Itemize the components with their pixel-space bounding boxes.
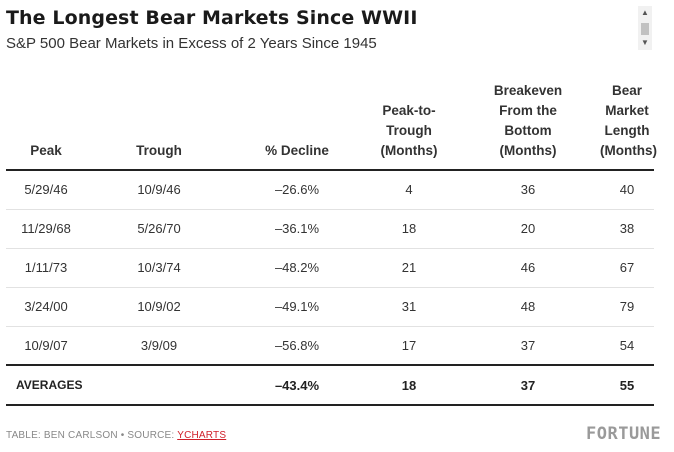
chart-title: The Longest Bear Markets Since WWII: [6, 7, 418, 29]
table-cell: 20: [456, 209, 600, 249]
table-cell: 17: [362, 326, 456, 366]
averages-row: AVERAGES –43.4% 18 37 55: [6, 364, 654, 406]
table-body: 5/29/46 10/9/46 –26.6% 4 36 40 11/29/68 5/26/70…: [6, 170, 654, 406]
table-cell: 46: [456, 248, 600, 288]
table-cell: 5/29/46: [6, 170, 86, 210]
fortune-logo: FORTUNE: [586, 424, 662, 444]
table-cell: –36.1%: [232, 209, 362, 249]
column-header-line: (Months): [600, 143, 657, 158]
column-header-line: Bottom: [504, 123, 552, 138]
averages-label: AVERAGES: [6, 364, 86, 406]
bear-markets-table: Peak Trough % Decline Peak-to- Trough (Months…: [6, 80, 657, 406]
header-row: Peak Trough % Decline Peak-to- Trough (Months…: [6, 80, 657, 171]
table-cell: 37: [456, 326, 600, 366]
column-header-0: Peak: [6, 80, 86, 171]
averages-cell: 55: [600, 364, 654, 406]
column-header-line: (Months): [380, 143, 438, 158]
footer-credit: TABLE: BEN CARLSON • SOURCE: YCHARTS: [6, 430, 226, 441]
table-row: 11/29/68 5/26/70 –36.1% 18 20 38: [6, 209, 654, 249]
averages-cell: 37: [456, 364, 600, 406]
table-cell: 3/9/09: [86, 326, 232, 366]
column-header-line: From the: [499, 103, 557, 118]
column-header-line: % Decline: [265, 143, 329, 158]
column-header-line: (Months): [499, 143, 557, 158]
column-header-line: Length: [604, 123, 650, 138]
table-cell: 40: [600, 170, 654, 210]
table-cell: –26.6%: [232, 170, 362, 210]
column-header-line: Peak-to-: [382, 103, 436, 118]
source-link[interactable]: YCHARTS: [177, 430, 227, 441]
scroll-up-icon[interactable]: ▲: [641, 8, 649, 17]
table-cell: 21: [362, 248, 456, 288]
table-cell: 11/29/68: [6, 209, 86, 249]
column-header-line: Breakeven: [493, 83, 563, 98]
table-row: 10/9/07 3/9/09 –56.8% 17 37 54: [6, 326, 654, 366]
table-cell: 48: [456, 287, 600, 327]
table-cell: 5/26/70: [86, 209, 232, 249]
scroll-down-icon[interactable]: ▼: [641, 38, 649, 47]
table-cell: 36: [456, 170, 600, 210]
table-row: 3/24/00 10/9/02 –49.1% 31 48 79: [6, 287, 654, 327]
column-header-1: Trough: [86, 80, 232, 171]
table-cell: –56.8%: [232, 326, 362, 366]
table-cell: –48.2%: [232, 248, 362, 288]
column-header-5: Bear Market Length (Months): [600, 80, 657, 171]
footer-prefix: TABLE: BEN CARLSON • SOURCE:: [6, 430, 178, 441]
table-cell: 18: [362, 209, 456, 249]
averages-cell: [86, 364, 232, 406]
table-cell: 10/3/74: [86, 248, 232, 288]
table-cell: 3/24/00: [6, 287, 86, 327]
table-cell: 1/11/73: [6, 248, 86, 288]
column-header-line: Peak: [30, 143, 62, 158]
table-cell: 38: [600, 209, 654, 249]
table-cell: 10/9/46: [86, 170, 232, 210]
table-cell: 54: [600, 326, 654, 366]
column-header-line: Trough: [386, 123, 432, 138]
chart-subtitle: S&P 500 Bear Markets in Excess of 2 Year…: [6, 35, 377, 52]
table-cell: 67: [600, 248, 654, 288]
table-row: 1/11/73 10/3/74 –48.2% 21 46 67: [6, 248, 654, 288]
column-header-line: Market: [605, 103, 649, 118]
table-cell: 79: [600, 287, 654, 327]
table-cell: 10/9/02: [86, 287, 232, 327]
scroll-thumb[interactable]: [641, 23, 649, 35]
averages-cell: 18: [362, 364, 456, 406]
column-header-line: Trough: [136, 143, 182, 158]
column-header-line: Bear: [611, 83, 643, 98]
table-row: 5/29/46 10/9/46 –26.6% 4 36 40: [6, 170, 654, 210]
table-cell: 10/9/07: [6, 326, 86, 366]
scrollbar[interactable]: ▲ ▼: [638, 6, 652, 50]
averages-cell: –43.4%: [232, 364, 362, 406]
table-cell: –49.1%: [232, 287, 362, 327]
table-cell: 31: [362, 287, 456, 327]
column-header-3: Peak-to- Trough (Months): [362, 80, 456, 171]
column-header-4: Breakeven From the Bottom (Months): [456, 80, 600, 171]
table-cell: 4: [362, 170, 456, 210]
column-header-2: % Decline: [232, 80, 362, 171]
